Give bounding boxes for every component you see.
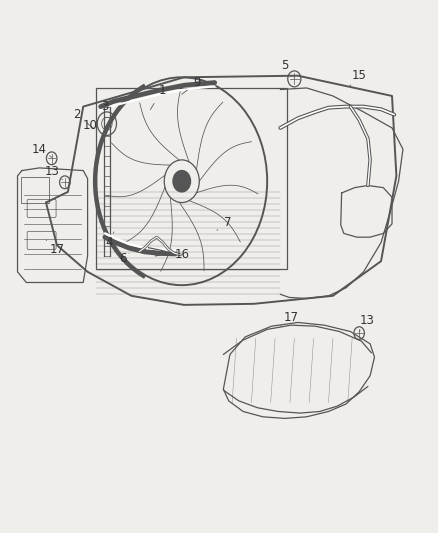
Text: 1: 1 <box>150 84 166 110</box>
Text: 6: 6 <box>119 252 129 265</box>
Text: 13: 13 <box>359 314 374 332</box>
Text: 16: 16 <box>171 248 189 261</box>
Text: 10: 10 <box>82 119 105 134</box>
Text: 17: 17 <box>46 240 64 256</box>
Text: 5: 5 <box>281 59 294 77</box>
Text: 14: 14 <box>32 143 52 157</box>
Text: 3: 3 <box>102 100 111 120</box>
Text: 15: 15 <box>350 69 367 86</box>
Text: 4: 4 <box>106 232 114 249</box>
Text: 17: 17 <box>280 311 299 326</box>
Text: 7: 7 <box>217 216 232 230</box>
Circle shape <box>173 171 191 192</box>
Text: 2: 2 <box>73 108 94 129</box>
Text: 13: 13 <box>44 165 63 180</box>
Text: 9: 9 <box>182 76 201 94</box>
